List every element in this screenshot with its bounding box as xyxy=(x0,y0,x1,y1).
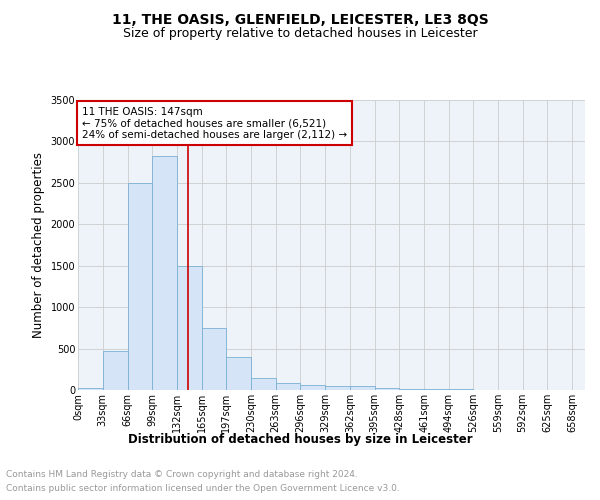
Bar xyxy=(275,384,301,390)
Text: 11, THE OASIS, GLENFIELD, LEICESTER, LE3 8QS: 11, THE OASIS, GLENFIELD, LEICESTER, LE3… xyxy=(112,12,488,26)
Text: Size of property relative to detached houses in Leicester: Size of property relative to detached ho… xyxy=(122,28,478,40)
Text: Contains HM Land Registry data © Crown copyright and database right 2024.: Contains HM Land Registry data © Crown c… xyxy=(6,470,358,479)
Bar xyxy=(128,183,152,390)
Bar xyxy=(350,386,374,390)
Text: Contains public sector information licensed under the Open Government Licence v3: Contains public sector information licen… xyxy=(6,484,400,493)
Bar xyxy=(202,328,226,390)
Bar xyxy=(424,389,449,390)
Bar xyxy=(251,378,275,390)
Bar xyxy=(400,389,424,390)
Bar xyxy=(226,357,251,390)
Bar xyxy=(374,388,400,390)
Bar xyxy=(78,388,103,390)
Text: Distribution of detached houses by size in Leicester: Distribution of detached houses by size … xyxy=(128,432,472,446)
Text: 11 THE OASIS: 147sqm
← 75% of detached houses are smaller (6,521)
24% of semi-de: 11 THE OASIS: 147sqm ← 75% of detached h… xyxy=(82,106,347,140)
Bar xyxy=(301,386,325,390)
Bar xyxy=(177,266,202,390)
Bar xyxy=(152,156,177,390)
Bar xyxy=(325,386,350,390)
Y-axis label: Number of detached properties: Number of detached properties xyxy=(32,152,45,338)
Bar xyxy=(103,351,128,390)
